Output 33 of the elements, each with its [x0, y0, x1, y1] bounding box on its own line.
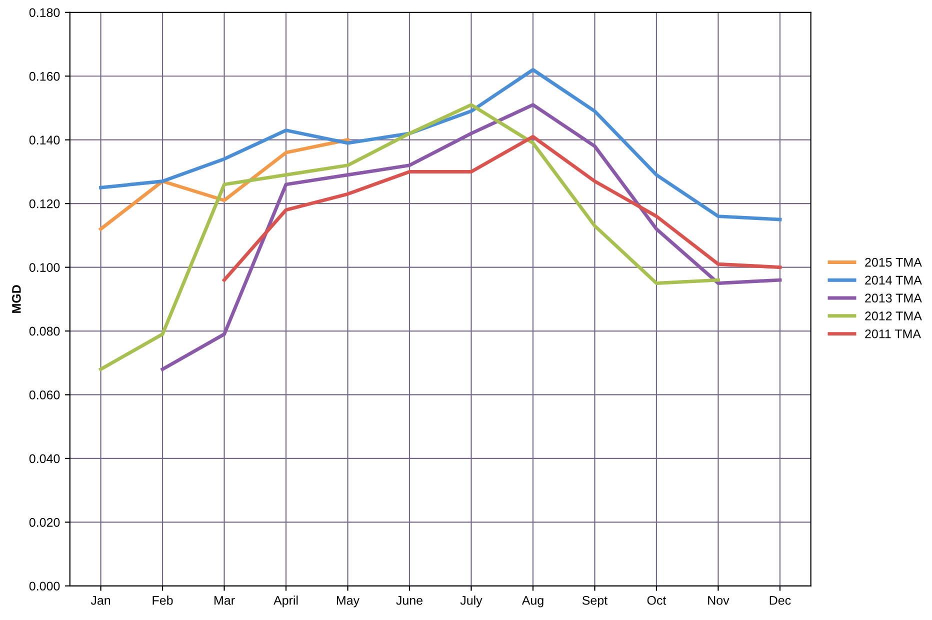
x-tick-label: May	[336, 596, 360, 608]
x-tick-label: Sept	[582, 596, 608, 608]
line-series	[222, 134, 782, 282]
x-tick-label: June	[396, 596, 422, 605]
x-tick-label: Aug	[522, 596, 544, 608]
x-tick-label: Nov	[708, 596, 730, 605]
line-series	[99, 103, 720, 371]
line-series	[99, 138, 350, 231]
x-tick-label: Dec	[770, 596, 791, 605]
y-tick-label: 0.080	[29, 326, 60, 336]
y-tick-label: 0.180	[29, 8, 60, 18]
legend-label: 2013 TMA	[865, 294, 922, 303]
x-tick-label: April	[274, 596, 298, 608]
y-tick-label: 0.140	[29, 136, 60, 144]
y-tick-label: 0.100	[29, 263, 60, 272]
y-axis-title: MGD	[12, 285, 21, 313]
legend-label: 2014 TMA	[865, 276, 922, 285]
y-tick-label: 0.160	[29, 72, 60, 81]
y-tick-label: 0.040	[29, 454, 60, 464]
x-tick-label: Jan	[90, 596, 110, 605]
legend-label: 2012 TMA	[865, 312, 922, 320]
y-tick-label: 0.120	[29, 199, 60, 208]
x-tick-label: Mar	[214, 596, 235, 605]
x-tick-label: Feb	[152, 596, 173, 605]
legend-label: 2011 TMA	[865, 329, 921, 338]
legend-label: 2015 TMA	[865, 258, 922, 267]
y-tick-label: 0.060	[29, 390, 60, 400]
y-tick-label: 0.000	[29, 582, 60, 591]
line-series	[160, 103, 782, 371]
x-tick-label: July	[460, 596, 482, 608]
line-series	[99, 68, 782, 222]
y-tick-label: 0.020	[29, 518, 60, 527]
x-tick-label: Oct	[647, 596, 666, 605]
